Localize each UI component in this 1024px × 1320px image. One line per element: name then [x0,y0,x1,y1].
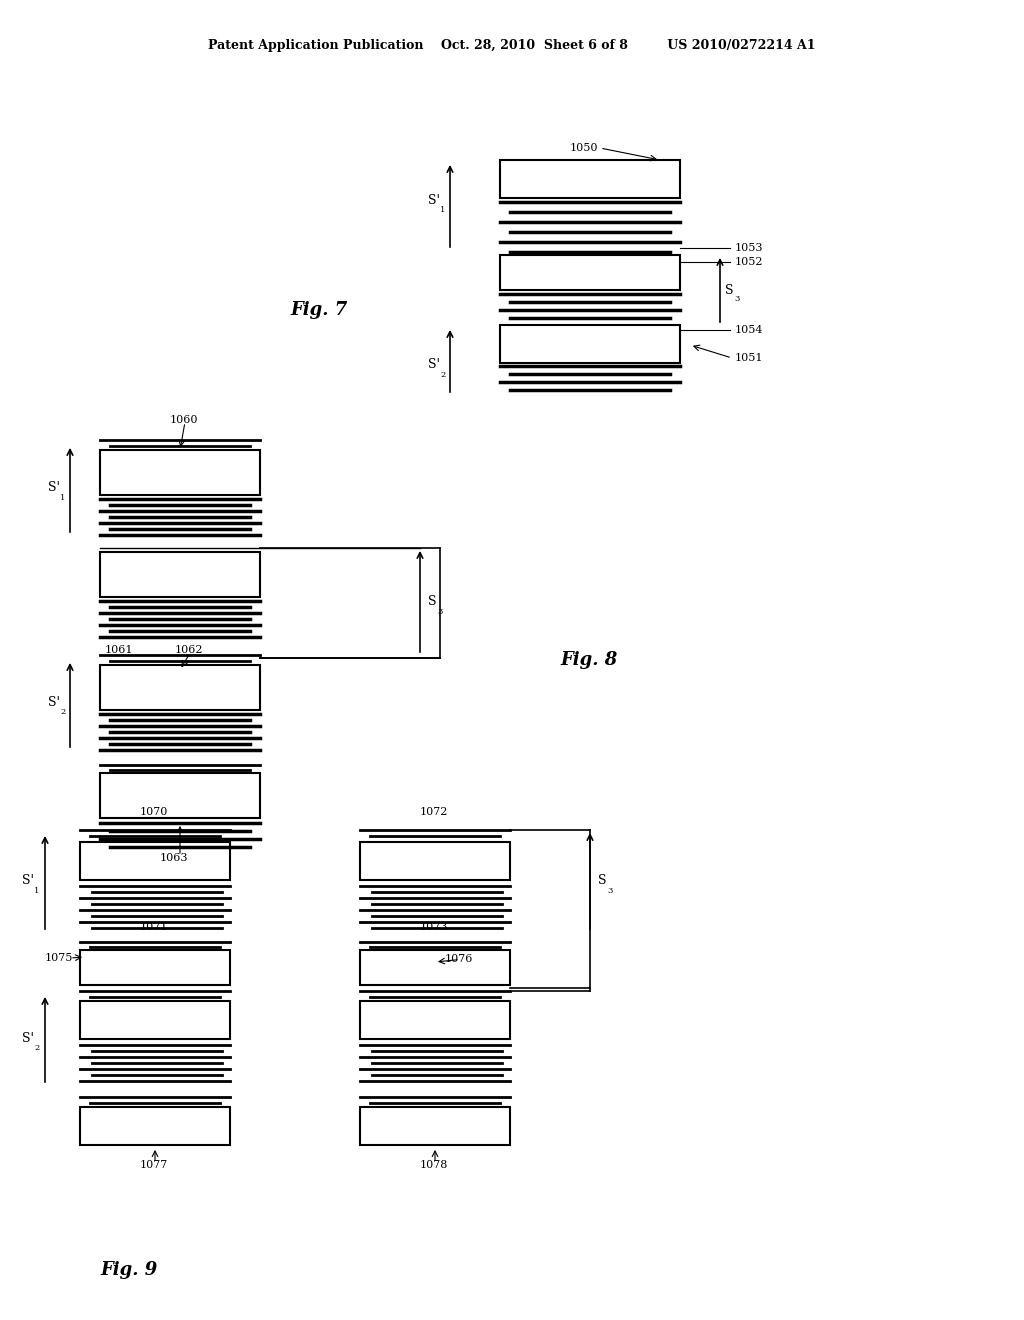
Bar [100,450,260,495]
Text: 1054: 1054 [735,325,764,335]
Text: Fig. 8: Fig. 8 [560,651,617,669]
Bar [80,1001,230,1039]
Text: 1053: 1053 [735,243,764,253]
Bar [80,950,230,985]
Text: 1: 1 [34,887,39,895]
Text: 1052: 1052 [735,257,764,267]
Text: 3: 3 [607,887,612,895]
Text: S': S' [22,1031,34,1044]
Text: 2: 2 [60,709,66,717]
Text: 1060: 1060 [170,414,199,425]
Bar [500,325,680,363]
Text: S': S' [428,359,440,371]
Text: S: S [598,874,606,887]
Text: 1061: 1061 [105,645,133,655]
Bar [80,1107,230,1144]
Bar [500,255,680,290]
Text: 3: 3 [437,607,442,615]
Text: 1075: 1075 [45,953,74,964]
Bar [100,774,260,818]
Text: 1078: 1078 [420,1160,449,1170]
Text: S: S [428,595,436,609]
Text: S': S' [22,874,34,887]
Bar [360,1001,510,1039]
Text: S': S' [48,696,60,709]
Text: 1077: 1077 [140,1160,168,1170]
Text: 1071: 1071 [140,921,168,932]
Text: S': S' [428,194,440,206]
Text: Fig. 7: Fig. 7 [290,301,347,319]
Text: 1072: 1072 [420,807,449,817]
Text: Patent Application Publication    Oct. 28, 2010  Sheet 6 of 8         US 2010/02: Patent Application Publication Oct. 28, … [208,38,816,51]
Text: 1051: 1051 [735,352,764,363]
Text: 1062: 1062 [175,645,204,655]
Text: 2: 2 [440,371,445,379]
Bar [500,160,680,198]
Text: Fig. 9: Fig. 9 [100,1261,158,1279]
Bar [80,842,230,880]
Text: 1: 1 [440,206,445,214]
Bar [360,1107,510,1144]
Text: S': S' [48,480,60,494]
Text: 1076: 1076 [445,954,473,965]
Bar [360,950,510,985]
Bar [100,665,260,710]
Text: 1050: 1050 [570,143,598,153]
Bar [100,552,260,597]
Text: 2: 2 [34,1044,39,1052]
Text: 1: 1 [60,494,66,502]
Text: 1073: 1073 [420,921,449,932]
Text: 1070: 1070 [140,807,168,817]
Bar [360,842,510,880]
Text: 3: 3 [734,294,739,304]
Text: 1063: 1063 [160,853,188,863]
Text: S: S [725,284,733,297]
